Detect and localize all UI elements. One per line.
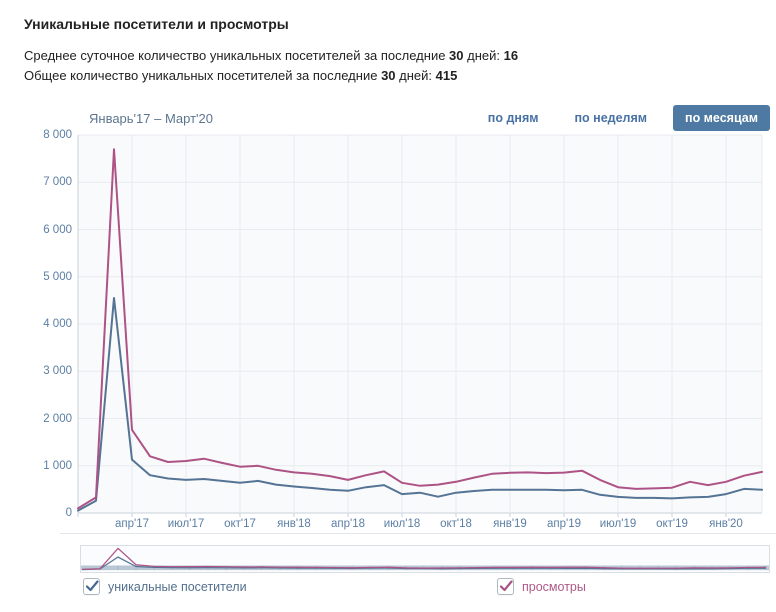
y-axis-label: 7 000 [43,176,72,189]
chart-period-label: Январь'17 – Март'20 [89,111,214,126]
summary-total-text: Общее количество уникальных посетителей … [24,68,382,83]
summary-average-text: Среднее суточное количество уникальных п… [24,48,450,63]
y-axis-label: 2 000 [43,412,72,425]
page-title: Уникальные посетители и просмотры [24,16,289,32]
interval-tabs: по дням по неделям по месяцам [462,105,770,131]
summary-total-value: 415 [435,68,458,83]
legend-label-visitors: уникальные посетители [108,579,247,594]
x-axis-label: июл'19 [599,518,637,530]
y-axis-label: 1 000 [43,459,72,472]
minimap-range-selector[interactable] [80,545,770,573]
minimap-line-views [81,547,767,571]
visitors-views-chart: Январь'17 – Март'20 по дням по неделям п… [0,98,776,612]
x-axis-label: апр'19 [546,518,581,530]
legend-item-visitors[interactable]: уникальные посетители [83,578,247,595]
y-axis-label: 0 [65,507,72,519]
x-axis-label: июл'17 [167,518,205,530]
legend-label-views: просмотры [522,579,586,594]
y-axis-label: 3 000 [43,365,72,378]
y-axis-label: 6 000 [43,223,72,236]
summary-total-days: 30 [381,68,396,83]
x-axis-label: окт'18 [440,518,472,530]
summary-average-days: 30 [449,48,464,63]
series-line-visitors [77,297,763,512]
summary-average-text2: дней: [463,48,504,63]
summary-line-total: Общее количество уникальных посетителей … [24,66,776,86]
y-axis-label: 4 000 [43,318,72,330]
x-axis-label: окт'19 [656,518,688,530]
x-axis-label: янв'19 [493,518,527,530]
checkmark-icon [85,580,99,592]
checkbox-visitors[interactable] [83,578,100,595]
summary-line-average: Среднее суточное количество уникальных п… [24,46,776,66]
main-chart-svg[interactable] [0,128,776,531]
x-axis-label: апр'17 [114,518,149,530]
checkmark-icon [499,580,513,592]
tab-by-weeks[interactable]: по неделям [574,111,648,125]
y-axis-label: 5 000 [43,270,72,283]
x-axis-label: апр'18 [330,518,365,530]
series-line-views [77,148,763,510]
tab-by-months[interactable]: по месяцам [673,105,770,131]
x-axis-label: окт'17 [224,518,256,530]
checkbox-views[interactable] [497,578,514,595]
summary-total-text2: дней: [395,68,436,83]
x-axis-label: янв'18 [277,518,311,530]
legend-item-views[interactable]: просмотры [497,578,586,595]
y-axis-label: 8 000 [43,129,72,141]
chart-divider [60,533,776,534]
tab-by-days[interactable]: по дням [487,111,539,125]
x-axis-label: янв'20 [709,518,743,530]
x-axis-label: июл'18 [383,518,421,530]
summary-average-value: 16 [503,48,519,63]
summary-block: Среднее суточное количество уникальных п… [24,46,776,86]
